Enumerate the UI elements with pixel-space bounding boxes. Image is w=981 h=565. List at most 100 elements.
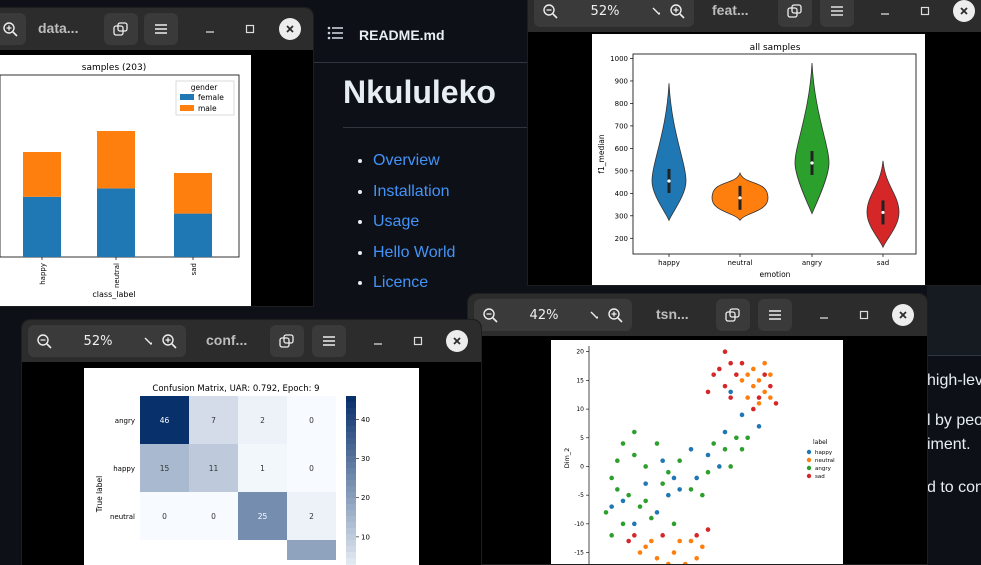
zoom-controls: 52% bbox=[534, 0, 674, 27]
close-button[interactable] bbox=[892, 304, 914, 326]
minimize-button[interactable] bbox=[814, 305, 834, 325]
close-button[interactable] bbox=[953, 0, 975, 22]
point-sad bbox=[717, 366, 722, 372]
y-tick-label: 300 bbox=[615, 212, 628, 220]
menu-button[interactable] bbox=[312, 325, 346, 357]
tsne-scatter: 20 15 10 5 0 -5 -10 -15 Dim_2 label happy neutr… bbox=[563, 346, 835, 564]
row-label: happy bbox=[113, 465, 135, 473]
point-sad bbox=[694, 533, 699, 538]
close-icon bbox=[960, 7, 968, 15]
maximize-button[interactable] bbox=[408, 331, 428, 351]
maximize-button[interactable] bbox=[915, 1, 935, 21]
rotate-button[interactable] bbox=[778, 0, 812, 27]
zoom-in-button[interactable] bbox=[152, 325, 186, 357]
colorbar-step bbox=[346, 438, 356, 445]
colorbar-step bbox=[346, 408, 356, 415]
menu-button[interactable] bbox=[820, 0, 854, 27]
point-angry bbox=[688, 487, 694, 492]
y-tick-label: -5 bbox=[578, 492, 584, 499]
image-viewer-features: 52% feat... all samples 200 300 400 500 600 7… bbox=[528, 0, 981, 285]
minimize-button[interactable] bbox=[875, 1, 895, 21]
bar-chart-image: samples (203) happy neutral sad class_labe… bbox=[0, 55, 251, 306]
chart-title: all samples bbox=[750, 43, 801, 53]
window-title: data... bbox=[38, 20, 79, 36]
point-angry bbox=[615, 487, 620, 492]
point-happy bbox=[620, 498, 626, 504]
point-neutral bbox=[768, 395, 773, 400]
copy-icon bbox=[787, 4, 802, 18]
y-axis-label: f1_median bbox=[597, 134, 606, 174]
point-sad bbox=[722, 383, 728, 389]
point-happy bbox=[717, 464, 722, 469]
violin-happy bbox=[651, 83, 687, 222]
x-tick-label: happy bbox=[658, 259, 680, 267]
matrix-cell bbox=[287, 396, 336, 444]
minimize-icon bbox=[374, 343, 382, 345]
colorbar-step bbox=[346, 474, 356, 481]
point-happy bbox=[756, 424, 762, 429]
point-angry bbox=[609, 475, 614, 481]
point-happy bbox=[705, 452, 711, 458]
colorbar-step bbox=[346, 534, 356, 541]
maximize-button[interactable] bbox=[854, 305, 874, 325]
colorbar-step bbox=[346, 462, 356, 469]
cell-value: 46 bbox=[160, 416, 170, 425]
zoom-in-button[interactable] bbox=[0, 13, 26, 45]
link-overview[interactable]: Overview bbox=[373, 152, 440, 169]
minimize-button[interactable] bbox=[200, 19, 220, 39]
zoom-level[interactable]: 42% bbox=[529, 307, 559, 323]
link-hello-world[interactable]: Hello World bbox=[373, 243, 456, 261]
row-label: neutral bbox=[110, 513, 135, 521]
legend-label: sad bbox=[815, 474, 825, 480]
menu-button[interactable] bbox=[144, 13, 178, 45]
link-usage[interactable]: Usage bbox=[373, 213, 420, 230]
rotate-button[interactable] bbox=[104, 13, 138, 45]
link-installation[interactable]: Installation bbox=[373, 182, 450, 200]
maximize-button[interactable] bbox=[240, 19, 260, 39]
paragraph-fragment: l by peo bbox=[927, 412, 981, 429]
cell-value: 2 bbox=[260, 416, 265, 425]
x-tick-label: happy bbox=[39, 263, 47, 285]
zoom-level[interactable]: 52% bbox=[590, 3, 620, 19]
y-tick-label: 400 bbox=[615, 190, 628, 198]
zoom-level[interactable]: 52% bbox=[83, 333, 113, 349]
image-viewer-confusion: 52% conf... Confusion Matrix, UAR: 0.792… bbox=[22, 320, 481, 565]
close-button[interactable] bbox=[446, 330, 468, 352]
window-title: tsn... bbox=[656, 306, 689, 322]
close-button[interactable] bbox=[279, 18, 301, 40]
hamburger-icon bbox=[323, 336, 335, 346]
violin-angry bbox=[794, 62, 830, 215]
violins bbox=[651, 62, 900, 249]
minimize-button[interactable] bbox=[368, 331, 388, 351]
x-tick-label: sad bbox=[190, 263, 198, 275]
legend-label: neutral bbox=[815, 458, 835, 464]
point-sad bbox=[722, 349, 728, 355]
zoom-out-icon[interactable] bbox=[542, 3, 558, 19]
rotate-button[interactable] bbox=[716, 299, 750, 331]
hamburger-icon bbox=[831, 6, 843, 16]
zoom-in-button[interactable] bbox=[598, 299, 632, 331]
point-angry bbox=[626, 492, 631, 498]
cell-value: 0 bbox=[162, 512, 167, 521]
point-sad bbox=[756, 395, 762, 400]
rotate-button[interactable] bbox=[270, 325, 304, 357]
matrix-cell bbox=[238, 492, 287, 540]
x-tick-labels: happy neutral sad bbox=[39, 257, 198, 288]
link-licence[interactable]: Licence bbox=[373, 274, 429, 291]
y-tick-label: 800 bbox=[615, 100, 628, 108]
table-of-contents-icon[interactable] bbox=[327, 26, 343, 40]
point-sad bbox=[728, 360, 733, 366]
zoom-out-icon[interactable] bbox=[482, 307, 498, 323]
point-sad bbox=[705, 389, 711, 395]
menu-button[interactable] bbox=[758, 299, 792, 331]
point-angry bbox=[654, 441, 660, 446]
point-angry bbox=[643, 498, 648, 504]
point-neutral bbox=[666, 561, 671, 564]
legend-title: label bbox=[813, 439, 828, 446]
list-item: Usage bbox=[373, 207, 455, 238]
colorbar-step bbox=[346, 528, 356, 535]
zoom-in-button[interactable] bbox=[660, 0, 694, 27]
point-happy bbox=[666, 492, 671, 498]
bars bbox=[23, 131, 212, 257]
zoom-out-icon[interactable] bbox=[36, 333, 52, 349]
